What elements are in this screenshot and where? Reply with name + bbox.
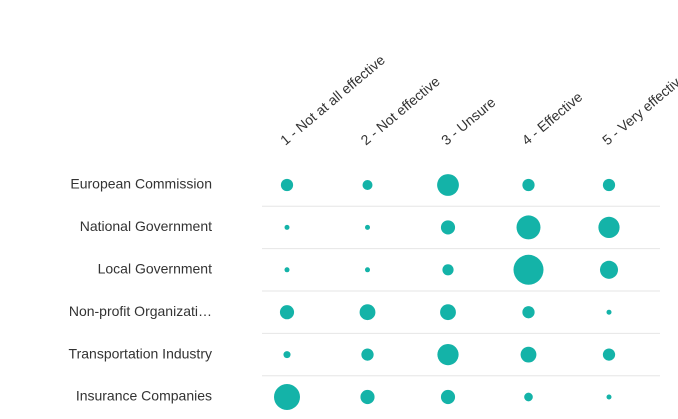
dot — [359, 304, 376, 321]
dot — [598, 216, 620, 239]
dot — [602, 348, 616, 361]
row-label: Local Government — [98, 261, 213, 277]
dot — [520, 346, 537, 363]
dot — [361, 348, 374, 361]
dot — [440, 389, 456, 405]
row-label: National Government — [80, 218, 212, 234]
dot — [606, 309, 612, 315]
dot — [602, 178, 616, 192]
dot — [284, 267, 290, 273]
dot — [274, 384, 300, 410]
column-label: 2 - Not effective — [358, 73, 443, 148]
dot — [516, 215, 541, 240]
dot — [522, 306, 535, 319]
dot — [362, 180, 373, 190]
dot — [360, 389, 375, 405]
row-label: Insurance Companies — [76, 388, 212, 404]
row-label: European Commission — [70, 176, 212, 192]
dot — [440, 220, 456, 235]
column-label: 5 - Very effective — [599, 69, 678, 148]
dot — [280, 178, 294, 192]
dot — [437, 343, 459, 366]
dot — [365, 267, 370, 273]
dot — [442, 264, 454, 276]
dot — [437, 174, 459, 196]
column-label: 3 - Unsure — [438, 94, 499, 148]
row-label: Non-profit Organizati… — [69, 303, 212, 319]
dot — [284, 224, 290, 230]
dot — [522, 178, 535, 192]
column-label: 4 - Effective — [519, 88, 586, 148]
dot — [513, 254, 544, 285]
dot — [279, 305, 295, 320]
dot — [365, 224, 370, 230]
row-label: Transportation Industry — [69, 345, 212, 361]
dot — [524, 392, 533, 402]
dot — [606, 394, 612, 400]
dot — [283, 351, 291, 359]
dot — [599, 260, 619, 279]
dot — [440, 304, 456, 321]
